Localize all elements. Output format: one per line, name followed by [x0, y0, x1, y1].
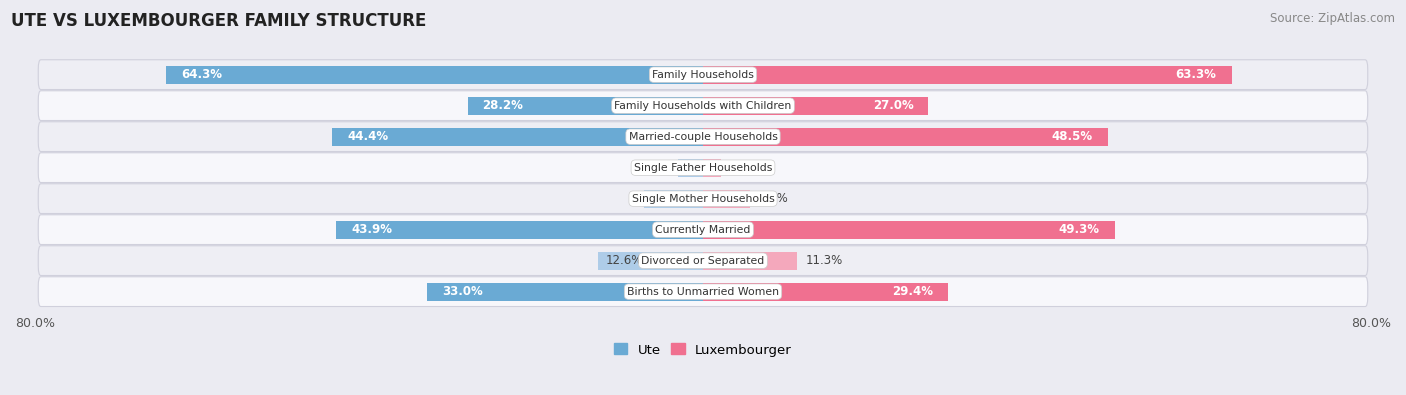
Text: 7.1%: 7.1%: [652, 192, 682, 205]
Bar: [336, 221, 703, 239]
FancyBboxPatch shape: [38, 184, 1368, 214]
Bar: [644, 190, 703, 208]
Text: 5.6%: 5.6%: [758, 192, 787, 205]
Text: Family Households with Children: Family Households with Children: [614, 101, 792, 111]
Text: Source: ZipAtlas.com: Source: ZipAtlas.com: [1270, 12, 1395, 25]
Text: 11.3%: 11.3%: [806, 254, 844, 267]
Text: Births to Unmarried Women: Births to Unmarried Women: [627, 287, 779, 297]
Text: 28.2%: 28.2%: [482, 99, 523, 112]
Text: 63.3%: 63.3%: [1175, 68, 1216, 81]
Legend: Ute, Luxembourger: Ute, Luxembourger: [609, 338, 797, 362]
Bar: [703, 66, 1232, 84]
Bar: [703, 128, 1108, 146]
Text: Single Mother Households: Single Mother Households: [631, 194, 775, 204]
Bar: [703, 97, 928, 115]
Bar: [468, 97, 703, 115]
FancyBboxPatch shape: [38, 60, 1368, 90]
Text: 43.9%: 43.9%: [352, 223, 392, 236]
Text: Single Father Households: Single Father Households: [634, 163, 772, 173]
Bar: [678, 159, 703, 177]
Bar: [427, 283, 703, 301]
Text: 49.3%: 49.3%: [1059, 223, 1099, 236]
Bar: [598, 252, 703, 270]
FancyBboxPatch shape: [38, 122, 1368, 152]
Text: Family Households: Family Households: [652, 70, 754, 80]
Text: 29.4%: 29.4%: [893, 285, 934, 298]
FancyBboxPatch shape: [38, 91, 1368, 120]
Text: Married-couple Households: Married-couple Households: [628, 132, 778, 142]
FancyBboxPatch shape: [38, 153, 1368, 182]
Text: 27.0%: 27.0%: [873, 99, 914, 112]
Text: 48.5%: 48.5%: [1052, 130, 1092, 143]
Text: 44.4%: 44.4%: [347, 130, 388, 143]
Bar: [703, 159, 721, 177]
Text: Divorced or Separated: Divorced or Separated: [641, 256, 765, 265]
Bar: [703, 190, 749, 208]
Bar: [703, 252, 797, 270]
Text: UTE VS LUXEMBOURGER FAMILY STRUCTURE: UTE VS LUXEMBOURGER FAMILY STRUCTURE: [11, 12, 426, 30]
Bar: [703, 283, 949, 301]
Bar: [703, 221, 1115, 239]
Text: Currently Married: Currently Married: [655, 225, 751, 235]
FancyBboxPatch shape: [38, 215, 1368, 245]
Text: 3.0%: 3.0%: [686, 161, 716, 174]
Bar: [332, 128, 703, 146]
FancyBboxPatch shape: [38, 246, 1368, 276]
Text: 64.3%: 64.3%: [181, 68, 222, 81]
Text: 2.2%: 2.2%: [730, 161, 759, 174]
Bar: [166, 66, 703, 84]
FancyBboxPatch shape: [38, 277, 1368, 307]
Text: 12.6%: 12.6%: [606, 254, 644, 267]
Text: 33.0%: 33.0%: [443, 285, 484, 298]
